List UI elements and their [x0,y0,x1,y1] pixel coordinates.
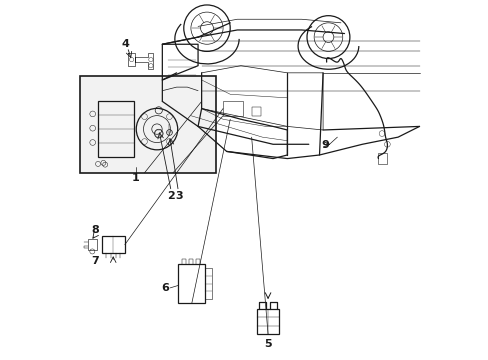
Text: 4: 4 [122,39,130,49]
Bar [80,76,216,173]
Bar [165,76,198,91]
Bar [205,268,211,299]
Text: 3: 3 [175,191,183,201]
Bar [223,102,242,116]
Bar [251,107,260,116]
Text: 6: 6 [161,283,169,293]
Bar [102,236,124,253]
Text: 1: 1 [131,173,139,183]
Bar [378,153,386,164]
Text: 9: 9 [320,140,328,150]
Bar [88,239,97,250]
Text: 7: 7 [91,256,99,266]
Text: 8: 8 [91,225,99,235]
Bar [257,309,279,334]
Text: 2: 2 [167,191,175,201]
Bar [98,102,134,157]
Text: 5: 5 [264,339,271,349]
Bar [178,264,205,303]
